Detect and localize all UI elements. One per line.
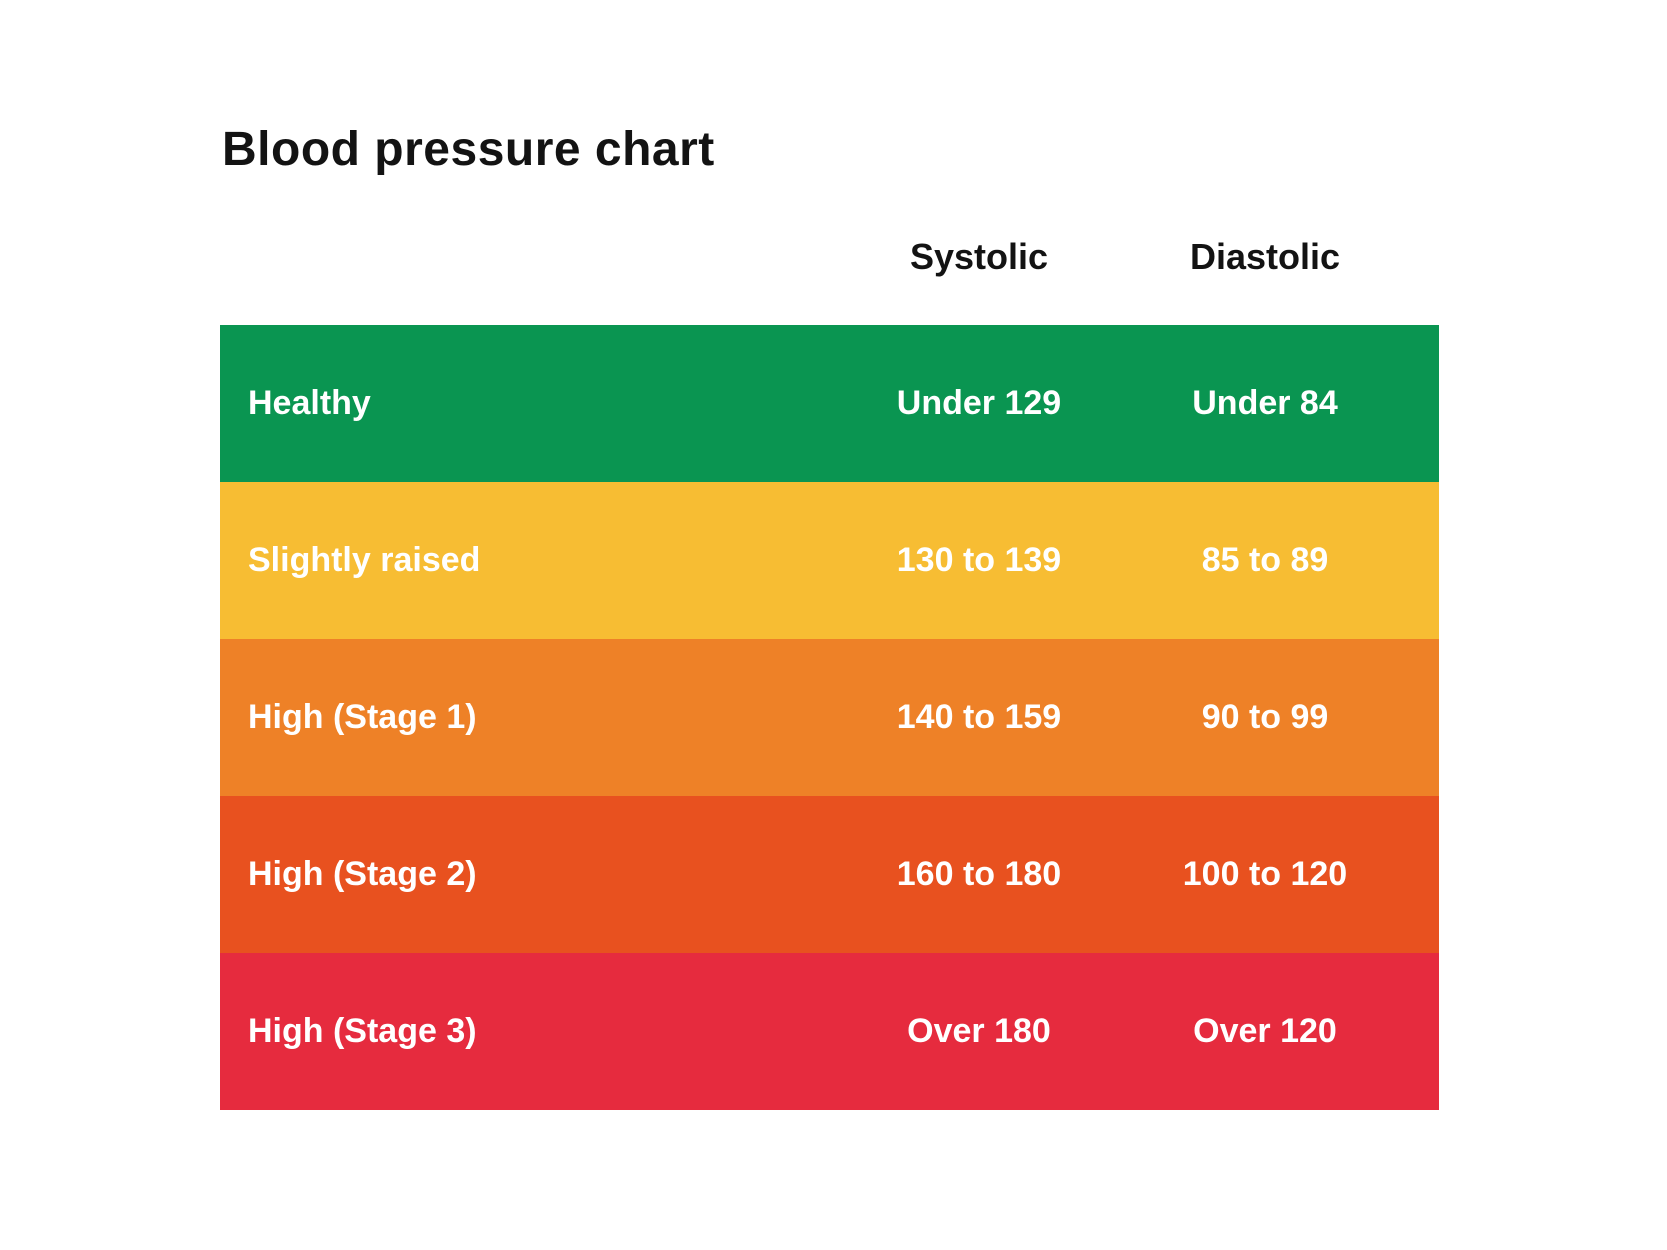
column-header-diastolic: Diastolic — [1189, 236, 1341, 277]
column-header-systolic: Systolic — [909, 236, 1049, 277]
row-systolic-value: Under 129 — [896, 384, 1062, 422]
row-systolic-value: 140 to 159 — [896, 698, 1062, 736]
row-label: Healthy — [248, 384, 371, 422]
row-diastolic-value: 85 to 89 — [1201, 541, 1329, 579]
row-label: Slightly raised — [248, 541, 481, 579]
table-header-row: Systolic Diastolic — [220, 228, 1439, 278]
row-diastolic-value: Over 120 — [1193, 1012, 1337, 1050]
blood-pressure-table: Systolic Diastolic Healthy Under 129 Und… — [220, 228, 1439, 1110]
row-systolic-value: 160 to 180 — [896, 855, 1062, 893]
row-diastolic-value: 90 to 99 — [1201, 698, 1329, 736]
row-systolic-value: Over 180 — [907, 1012, 1051, 1050]
row-label: High (Stage 2) — [248, 855, 477, 893]
table-row-healthy: Healthy Under 129 Under 84 — [220, 325, 1439, 482]
table-row-high-stage-3: High (Stage 3) Over 180 Over 120 — [220, 953, 1439, 1110]
table-row-high-stage-2: High (Stage 2) 160 to 180 100 to 120 — [220, 796, 1439, 953]
row-diastolic-value: 100 to 120 — [1182, 855, 1348, 893]
table-row-slightly-raised: Slightly raised 130 to 139 85 to 89 — [220, 482, 1439, 639]
row-label: High (Stage 1) — [248, 698, 477, 736]
table-row-high-stage-1: High (Stage 1) 140 to 159 90 to 99 — [220, 639, 1439, 796]
row-diastolic-value: Under 84 — [1192, 384, 1338, 422]
page-title: Blood pressure chart — [222, 123, 715, 176]
row-systolic-value: 130 to 139 — [896, 541, 1062, 579]
row-label: High (Stage 3) — [248, 1012, 477, 1050]
